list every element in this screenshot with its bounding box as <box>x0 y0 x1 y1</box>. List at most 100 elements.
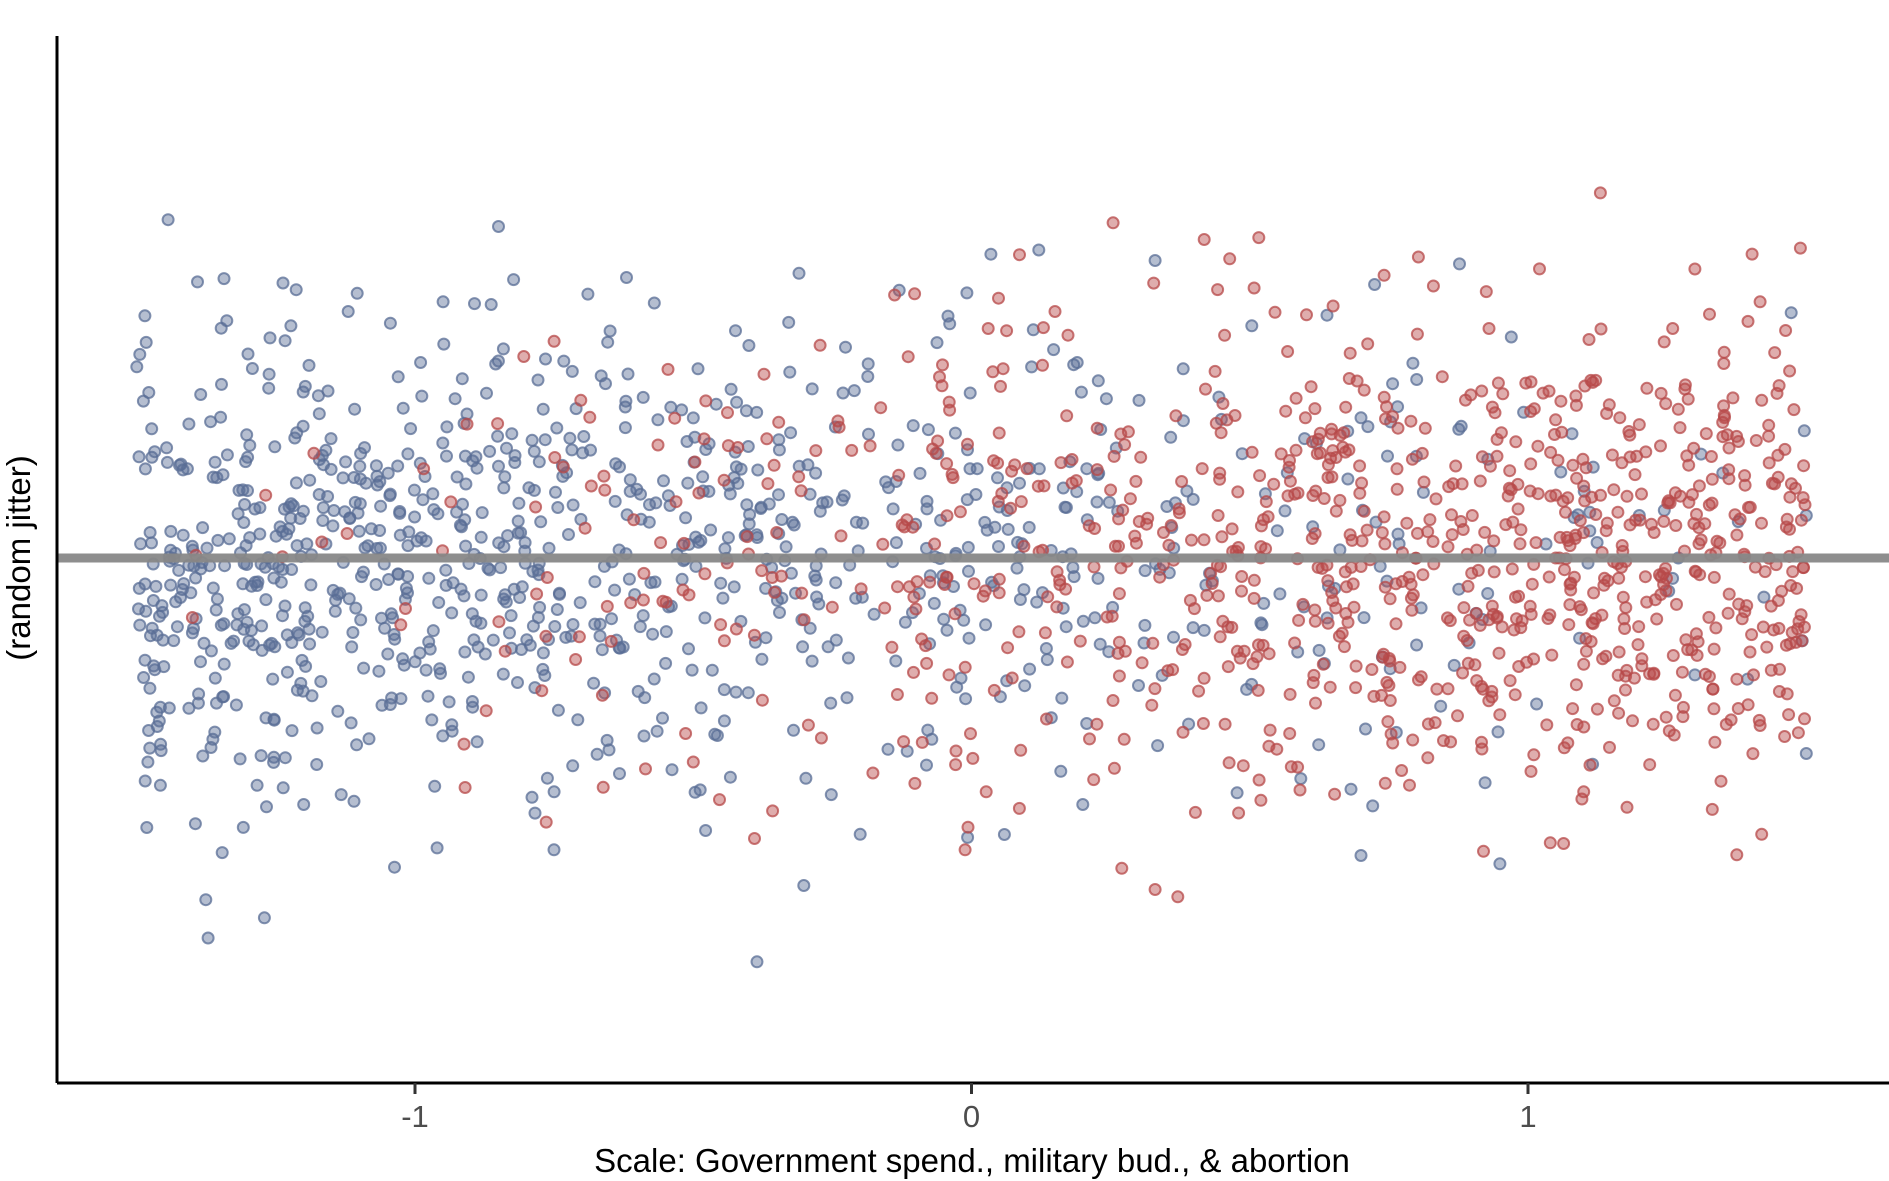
scatter-point <box>419 663 433 677</box>
scatter-point <box>991 494 1005 508</box>
scatter-point <box>1619 601 1633 615</box>
scatter-point <box>1014 743 1028 757</box>
scatter-point <box>1040 653 1054 667</box>
scatter-point <box>381 647 395 661</box>
scatter-point <box>1445 508 1458 522</box>
scatter-point <box>1104 483 1118 497</box>
scatter-point <box>417 462 431 476</box>
scatter-point <box>962 564 975 578</box>
scatter-point <box>311 389 325 403</box>
scatter-point <box>1692 479 1706 493</box>
scatter-point <box>1596 652 1610 666</box>
scatter-point <box>315 535 329 549</box>
scatter-point <box>1461 579 1475 593</box>
scatter-point <box>164 578 178 592</box>
scatter-point <box>861 357 875 371</box>
scatter-point <box>1791 726 1805 740</box>
scatter-point <box>1474 679 1488 693</box>
scatter-point <box>682 588 696 602</box>
series-red-points <box>185 186 1812 904</box>
scatter-point <box>1543 608 1557 622</box>
scatter-point <box>1675 665 1689 679</box>
scatter-point <box>1536 386 1550 400</box>
scatter-point <box>1176 725 1190 739</box>
scatter-point <box>138 309 152 323</box>
scatter-point <box>1446 477 1460 491</box>
scatter-point <box>468 297 481 311</box>
scatter-point <box>1153 570 1167 584</box>
scatter-point <box>304 578 318 592</box>
scatter-point <box>215 377 228 391</box>
scatter-point <box>1706 682 1720 696</box>
scatter-point <box>1338 445 1352 459</box>
scatter-point <box>772 443 786 457</box>
scatter-point <box>199 893 213 907</box>
scatter-point <box>1519 376 1533 390</box>
scatter-point <box>1416 485 1430 499</box>
scatter-point <box>1549 413 1563 427</box>
scatter-point <box>1283 454 1296 467</box>
scatter-point <box>1349 681 1363 695</box>
scatter-point <box>1566 458 1580 472</box>
scatter-point <box>436 295 450 309</box>
scatter-point <box>312 407 326 421</box>
scatter-point <box>547 334 561 348</box>
scatter-point <box>647 296 661 310</box>
scatter-point <box>644 576 658 590</box>
scatter-point <box>1054 456 1068 470</box>
scatter-point <box>188 817 202 831</box>
scatter-point <box>455 372 469 386</box>
scatter-point <box>1378 537 1392 551</box>
scatter-point <box>1449 459 1463 473</box>
scatter-point <box>1747 668 1760 682</box>
scatter-point <box>1066 561 1080 574</box>
scatter-point <box>627 513 641 527</box>
scatter-point <box>1673 421 1687 435</box>
scatter-point <box>1503 674 1517 688</box>
scatter-point <box>1353 486 1367 500</box>
scatter-point <box>340 527 354 540</box>
scatter-point <box>649 496 663 510</box>
scatter-point <box>595 643 609 657</box>
scatter-point <box>1083 732 1096 746</box>
scatter-point <box>1023 662 1037 676</box>
scatter-point <box>636 609 650 623</box>
scatter-point <box>1728 508 1742 522</box>
scatter-point <box>898 615 912 629</box>
scatter-point <box>1180 484 1194 498</box>
scatter-point <box>1405 603 1419 617</box>
scatter-point <box>262 381 276 395</box>
scatter-point <box>1578 494 1592 508</box>
scatter-point <box>1389 617 1403 631</box>
scatter-point <box>958 843 972 857</box>
scatter-point <box>341 305 355 318</box>
scatter-point <box>284 319 298 333</box>
scatter-point <box>401 447 415 461</box>
scatter-point <box>992 291 1005 305</box>
scatter-point <box>1050 600 1064 614</box>
scatter-point <box>1719 717 1733 731</box>
scatter-point <box>1107 761 1121 775</box>
scatter-point <box>988 520 1002 534</box>
scatter-point <box>253 501 267 515</box>
scatter-point <box>797 613 811 627</box>
scatter-point <box>1615 539 1629 552</box>
scatter-point <box>1200 588 1214 602</box>
scatter-point <box>1762 456 1776 470</box>
scatter-point <box>682 642 695 656</box>
scatter-point <box>1643 758 1657 772</box>
scatter-point <box>945 467 959 481</box>
scatter-point <box>1247 573 1261 587</box>
scatter-point <box>987 683 1001 697</box>
scatter-point <box>525 790 539 804</box>
scatter-point <box>525 433 539 447</box>
scatter-point <box>536 646 550 660</box>
scatter-point <box>959 692 973 706</box>
scatter-point <box>1247 591 1261 605</box>
scatter-point <box>748 832 761 845</box>
scatter-point <box>259 711 273 725</box>
scatter-point <box>160 455 174 469</box>
scatter-point <box>1123 492 1137 506</box>
scatter-point <box>1406 588 1420 602</box>
scatter-point <box>156 605 170 619</box>
